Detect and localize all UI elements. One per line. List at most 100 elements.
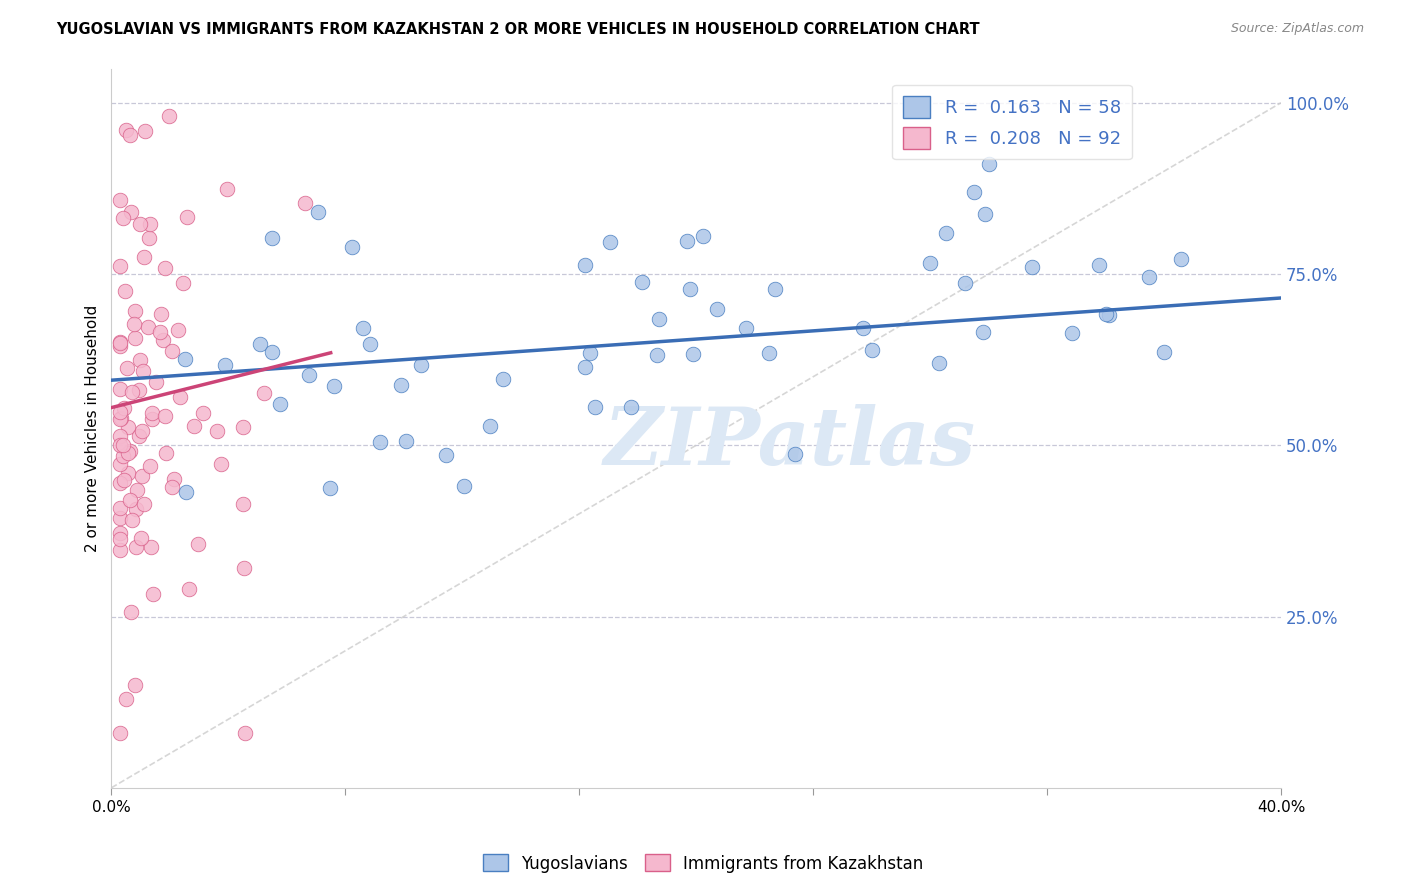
Point — [115, 123, 138, 137]
Point — [323, 378, 346, 392]
Point — [131, 425, 153, 439]
Point — [122, 317, 145, 331]
Point — [860, 343, 883, 358]
Point — [232, 420, 254, 434]
Point — [114, 284, 136, 298]
Point — [176, 210, 198, 224]
Point — [307, 204, 329, 219]
Point — [298, 368, 321, 383]
Point — [142, 587, 165, 601]
Point — [160, 344, 183, 359]
Point — [963, 185, 986, 199]
Point — [167, 323, 190, 337]
Point — [177, 582, 200, 596]
Point — [935, 226, 957, 240]
Point — [149, 325, 172, 339]
Point — [108, 405, 131, 419]
Point — [152, 334, 174, 348]
Point — [108, 438, 131, 452]
Point — [187, 537, 209, 551]
Point — [205, 424, 228, 438]
Point — [112, 473, 135, 487]
Point — [128, 383, 150, 397]
Point — [120, 443, 142, 458]
Point — [172, 276, 194, 290]
Point — [411, 358, 433, 372]
Point — [318, 481, 340, 495]
Point — [134, 124, 156, 138]
Point — [783, 447, 806, 461]
Point — [141, 407, 163, 421]
Legend: R =  0.163   N = 58, R =  0.208   N = 92: R = 0.163 N = 58, R = 0.208 N = 92 — [893, 85, 1132, 160]
Point — [108, 726, 131, 740]
Point — [115, 691, 138, 706]
Point — [232, 497, 254, 511]
Point — [111, 450, 134, 464]
Point — [149, 307, 172, 321]
Point — [153, 261, 176, 276]
Point — [108, 336, 131, 351]
Point — [852, 321, 875, 335]
Point — [120, 605, 142, 619]
Point — [478, 418, 501, 433]
Point — [920, 256, 942, 270]
Point — [734, 321, 756, 335]
Point — [682, 347, 704, 361]
Point — [121, 385, 143, 400]
Point — [359, 336, 381, 351]
Point — [132, 497, 155, 511]
Point — [169, 390, 191, 404]
Point — [645, 348, 668, 362]
Point — [620, 400, 643, 414]
Point — [153, 409, 176, 423]
Point — [157, 110, 180, 124]
Point — [141, 540, 163, 554]
Point — [269, 397, 291, 411]
Text: ZIPatlas: ZIPatlas — [603, 404, 976, 482]
Legend: Yugoslavians, Immigrants from Kazakhstan: Yugoslavians, Immigrants from Kazakhstan — [477, 847, 929, 880]
Point — [977, 157, 1000, 171]
Point — [678, 282, 700, 296]
Point — [352, 321, 374, 335]
Point — [763, 282, 786, 296]
Point — [1098, 308, 1121, 322]
Text: Source: ZipAtlas.com: Source: ZipAtlas.com — [1230, 22, 1364, 36]
Point — [648, 312, 671, 326]
Point — [108, 334, 131, 349]
Point — [249, 336, 271, 351]
Point — [191, 406, 214, 420]
Point — [141, 412, 163, 426]
Point — [1021, 260, 1043, 275]
Point — [124, 304, 146, 318]
Point — [974, 207, 997, 221]
Point — [136, 319, 159, 334]
Point — [108, 526, 131, 541]
Point — [120, 493, 142, 508]
Point — [118, 128, 141, 142]
Point — [125, 501, 148, 516]
Point — [758, 346, 780, 360]
Point — [1170, 252, 1192, 266]
Point — [579, 346, 602, 360]
Point — [124, 678, 146, 692]
Point — [120, 205, 142, 219]
Point — [675, 234, 697, 248]
Point — [262, 344, 284, 359]
Point — [574, 258, 596, 272]
Point — [108, 411, 131, 425]
Point — [108, 339, 131, 353]
Point — [215, 182, 238, 196]
Point — [434, 448, 457, 462]
Point — [395, 434, 418, 449]
Point — [1062, 326, 1084, 341]
Point — [138, 231, 160, 245]
Point — [492, 372, 515, 386]
Point — [953, 276, 976, 290]
Point — [108, 383, 131, 397]
Point — [173, 351, 195, 366]
Point — [108, 259, 131, 273]
Point — [599, 235, 621, 250]
Point — [114, 401, 136, 416]
Point — [127, 483, 149, 497]
Point — [121, 513, 143, 527]
